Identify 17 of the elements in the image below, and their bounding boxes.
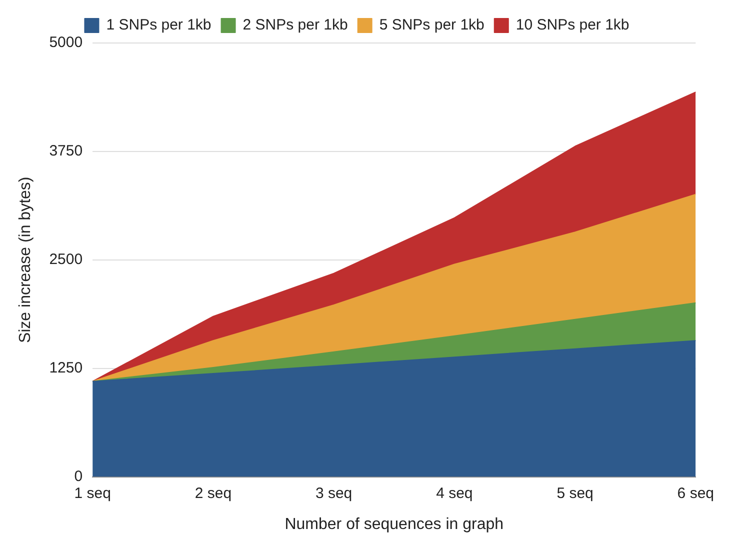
x-tick-label: 6 seq [677,484,714,502]
x-tick-label: 5 seq [556,484,594,502]
x-tick-label: 2 seq [194,484,232,502]
legend-label: 2 SNPs per 1kb [242,16,348,34]
legend-label: 1 SNPs per 1kb [106,16,212,34]
y-axis-title: Size increase (in bytes) [17,176,34,344]
x-axis-title: Number of sequences in graph [284,516,504,533]
legend-label: 5 SNPs per 1kb [379,16,484,34]
y-tick-label: 1250 [49,359,83,376]
x-tick-label: 4 seq [436,484,473,502]
y-tick-label: 5000 [49,34,83,52]
legend-label: 10 SNPs per 1kb [516,16,630,34]
x-tick-label: 3 seq [315,484,352,502]
y-tick-label: 0 [74,468,83,485]
y-tick-label: 3750 [49,142,83,160]
y-tick-label: 2500 [49,251,83,268]
x-tick-label: 1 seq [74,484,111,502]
